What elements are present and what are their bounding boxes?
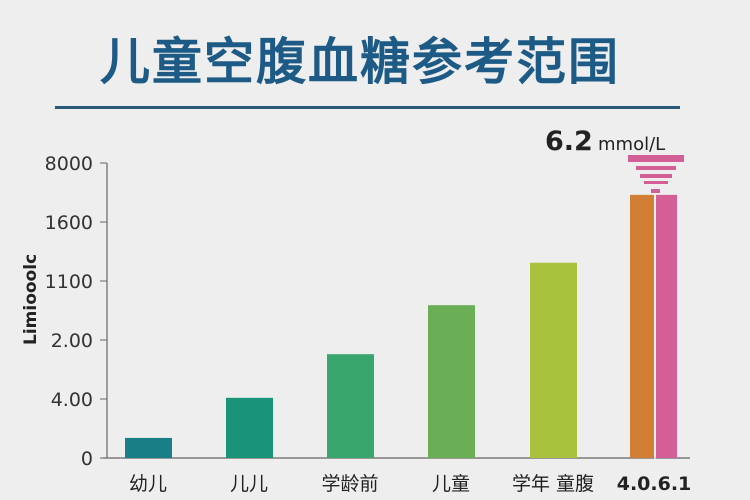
marker-funnel-bar: [636, 166, 676, 170]
marker-funnel-bar: [640, 174, 672, 178]
annotation-value: 6.2: [545, 126, 593, 157]
bar-4: [530, 262, 577, 458]
y-tick-label: 1100: [45, 271, 93, 293]
annotation-unit: mmol/L: [598, 134, 665, 155]
y-tick-label: 0: [81, 448, 93, 470]
bar-1: [226, 397, 273, 458]
x-tick-label: 学龄前: [321, 473, 378, 495]
marker-funnel-bar: [651, 189, 660, 193]
chart-title: 儿童空腹血糖参考范围: [100, 33, 620, 91]
y-tick-label: 2.00: [51, 330, 93, 352]
marker-funnel-bar: [644, 181, 668, 184]
bar-2: [327, 354, 374, 458]
x-tick-label: 儿儿: [230, 473, 268, 495]
x-tick-label: 4.0.6.1: [617, 473, 692, 495]
title-divider: [55, 106, 680, 109]
bar-0: [125, 437, 172, 458]
bar-5-left: [630, 194, 654, 459]
y-tick-label: 8000: [45, 153, 93, 175]
y-axis-label: Limiooolc: [21, 254, 41, 345]
bar-5-right: [656, 194, 677, 459]
x-tick-label: 儿童: [432, 473, 470, 495]
x-tick-label: 幼儿: [129, 473, 167, 495]
y-tick-label: 4.00: [51, 389, 93, 411]
y-tick-label: 1600: [45, 212, 93, 234]
marker-funnel-bar: [628, 155, 684, 162]
x-tick-label: 学年 童腹: [512, 473, 594, 495]
bar-3: [428, 305, 475, 458]
